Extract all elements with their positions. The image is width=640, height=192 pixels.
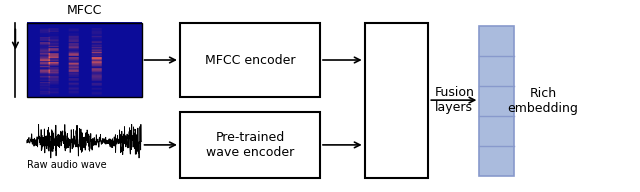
Text: MFCC encoder: MFCC encoder (205, 54, 295, 66)
Bar (27, 23, 141, 97)
Bar (180, 112, 320, 178)
Text: Raw audio wave: Raw audio wave (27, 161, 106, 170)
Text: Pre-trained
wave encoder: Pre-trained wave encoder (206, 131, 294, 159)
Bar (479, 26, 515, 176)
Bar (365, 23, 428, 178)
Text: Rich
embedding: Rich embedding (508, 87, 579, 115)
Text: Fusion
layers: Fusion layers (435, 86, 475, 114)
Bar (180, 23, 320, 97)
Text: MFCC: MFCC (67, 4, 102, 17)
